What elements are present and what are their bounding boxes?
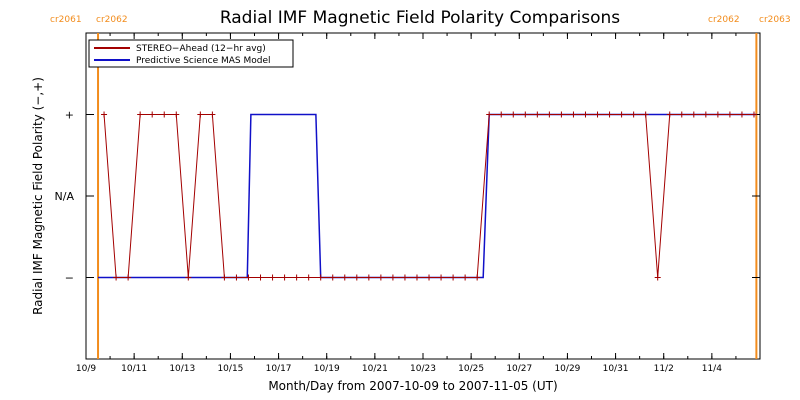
stereo-ahead-line xyxy=(103,114,754,278)
stereo-ahead-point xyxy=(498,111,505,118)
stereo-ahead-point xyxy=(101,111,108,118)
stereo-ahead-point xyxy=(630,111,637,118)
x-tick-label-7: 10/23 xyxy=(410,364,436,374)
y-tick-label-0: + xyxy=(65,109,74,122)
carrington-label-right-2: cr2063 xyxy=(759,15,791,25)
x-tick-label-4: 10/17 xyxy=(266,364,292,374)
stereo-ahead-point xyxy=(438,274,445,281)
legend-label-mas-model: Predictive Science MAS Model xyxy=(136,56,271,66)
stereo-ahead-point xyxy=(678,111,685,118)
x-tick-label-6: 10/21 xyxy=(362,364,388,374)
stereo-ahead-point xyxy=(462,274,469,281)
stereo-ahead-point xyxy=(305,274,312,281)
stereo-ahead-point xyxy=(173,111,180,118)
stereo-ahead-point xyxy=(522,111,529,118)
x-tick-label-0: 10/9 xyxy=(76,364,96,374)
chart-title: Radial IMF Magnetic Field Polarity Compa… xyxy=(220,8,620,28)
legend: STEREO−Ahead (12−hr avg) Predictive Scie… xyxy=(88,39,294,68)
series-layer xyxy=(98,111,757,281)
x-tick-label-11: 10/31 xyxy=(603,364,629,374)
stereo-ahead-point xyxy=(329,274,336,281)
stereo-ahead-point xyxy=(474,274,481,281)
stereo-ahead-point xyxy=(401,274,408,281)
y-tick-label-2: − xyxy=(65,272,74,285)
stereo-ahead-point xyxy=(642,111,649,118)
x-tick-label-9: 10/27 xyxy=(506,364,532,374)
stereo-ahead-point xyxy=(738,111,745,118)
stereo-ahead-point xyxy=(618,111,625,118)
stereo-ahead-point xyxy=(702,111,709,118)
carrington-label-left-2: cr2062 xyxy=(708,15,740,25)
stereo-ahead-point xyxy=(690,111,697,118)
stereo-ahead-point xyxy=(666,111,673,118)
stereo-ahead-point xyxy=(353,274,360,281)
stereo-ahead-point xyxy=(714,111,721,118)
stereo-ahead-point xyxy=(426,274,433,281)
stereo-ahead-point xyxy=(594,111,601,118)
stereo-ahead-point xyxy=(389,274,396,281)
x-tick-label-13: 11/4 xyxy=(702,364,722,374)
stereo-ahead-point xyxy=(197,111,204,118)
stereo-ahead-point xyxy=(750,111,757,118)
stereo-ahead-point xyxy=(293,274,300,281)
carrington-label-left-1: cr2061 xyxy=(50,15,82,25)
carrington-labels: cr2061 cr2062 cr2062 cr2063 xyxy=(50,15,791,25)
x-tick-label-5: 10/19 xyxy=(314,364,340,374)
x-tick-label-8: 10/25 xyxy=(458,364,484,374)
y-tick-label-1: N/A xyxy=(55,190,75,203)
stereo-ahead-point xyxy=(209,111,216,118)
stereo-ahead-point xyxy=(245,274,252,281)
stereo-ahead-point xyxy=(113,274,120,281)
legend-box xyxy=(88,39,294,68)
stereo-ahead-point xyxy=(606,111,613,118)
stereo-ahead-point xyxy=(654,274,661,281)
stereo-ahead-point xyxy=(570,111,577,118)
stereo-ahead-point xyxy=(726,111,733,118)
stereo-ahead-point xyxy=(450,274,457,281)
stereo-ahead-point xyxy=(486,111,493,118)
stereo-ahead-point xyxy=(257,274,264,281)
x-tick-label-1: 10/11 xyxy=(121,364,147,374)
stereo-ahead-point xyxy=(546,111,553,118)
y-axis-label: Radial IMF Magnetic Field Polarity (−,+) xyxy=(31,77,45,315)
stereo-ahead-point xyxy=(582,111,589,118)
x-axis-ticks: 10/9 10/11 10/13 10/15 10/17 10/19 10/21 10/23 1… xyxy=(76,33,761,374)
stereo-ahead-point xyxy=(185,274,192,281)
x-axis-label: Month/Day from 2007-10-09 to 2007-11-05 … xyxy=(268,379,557,393)
stereo-ahead-point xyxy=(534,111,541,118)
x-tick-label-2: 10/13 xyxy=(169,364,195,374)
plot-frame xyxy=(85,32,761,360)
stereo-ahead-point xyxy=(137,111,144,118)
stereo-ahead-point xyxy=(413,274,420,281)
stereo-ahead-point xyxy=(149,111,156,118)
stereo-ahead-point xyxy=(221,274,228,281)
carrington-label-right-1: cr2062 xyxy=(96,15,128,25)
stereo-ahead-point xyxy=(365,274,372,281)
mas-model-line xyxy=(98,113,757,279)
legend-label-stereo: STEREO−Ahead (12−hr avg) xyxy=(136,44,266,54)
carrington-lines xyxy=(97,33,758,359)
stereo-ahead-point xyxy=(510,111,517,118)
x-tick-label-12: 11/2 xyxy=(654,364,674,374)
x-tick-label-3: 10/15 xyxy=(217,364,243,374)
stereo-ahead-point xyxy=(269,274,276,281)
stereo-ahead-point xyxy=(558,111,565,118)
stereo-ahead-point xyxy=(341,274,348,281)
stereo-ahead-point xyxy=(377,274,384,281)
stereo-ahead-point xyxy=(317,274,324,281)
x-tick-label-10: 10/29 xyxy=(554,364,580,374)
stereo-ahead-point xyxy=(281,274,288,281)
stereo-ahead-point xyxy=(161,111,168,118)
stereo-ahead-point xyxy=(125,274,132,281)
stereo-ahead-point xyxy=(233,274,240,281)
y-axis-ticks: + N/A − xyxy=(55,109,760,285)
